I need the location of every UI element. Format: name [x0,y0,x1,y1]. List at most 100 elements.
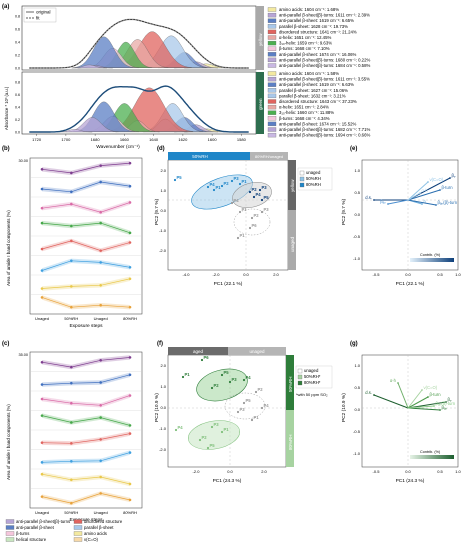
panel-a-top-legend-swatch [267,52,277,57]
panel-c-point [70,365,73,369]
panel-f-point-label: P2 [202,435,208,440]
panel-d-point-label: P2 [254,213,260,218]
panel-e-vector-tip [439,189,441,191]
panel-a-bottom-legend-swatch [267,71,277,76]
panel-c-row-band [42,450,130,465]
panel-d-ylabel: PC2 (9.7 %) [154,198,160,225]
panel-f-point [236,410,240,414]
panel-a-top-band-peaks [71,31,229,69]
panel-b-point [70,239,73,243]
panel-f-legend-entry: unaged [304,368,319,373]
panel-a-xtick-label: 1580 [237,137,247,142]
panel-d-band-top2 [250,152,288,160]
panel-a-bottom-legend-entry: α-helix: 1651 cm⁻¹: 2.84% [279,105,329,110]
panel-c-xtick-label: 80%RH [123,510,137,515]
panel-d-ytick-label: 0.0 [160,208,166,213]
panel-a-bottom-ytick-label: 0.8 [15,81,20,85]
bottom-legend-entry: anti-parallel β-sheet [16,525,55,530]
panel-d-legend-swatch [299,182,305,188]
panel-c-row-line [41,452,131,463]
panel-d-point [258,188,262,192]
panel-c-xtick-label: Unaged [35,510,49,515]
panel-a-top-legend-swatch [267,35,277,40]
panel-c-point [70,442,73,445]
panel-b-point [40,247,44,251]
panel-c-point [40,472,44,476]
panel-a-top-legend-entry: anti-parallel β-sheet(β)-turns: 1680 cm⁻… [279,57,370,62]
panel-d-pca-score-plot: 50%RH 80%RH/unaged yellow unaged P5P4P1P… [154,152,333,287]
panel-f-point-label: P1 [224,427,230,432]
panel-e-vectors: d.s. βₐₚ βₚ β-turn ν(C=O) h βₐₚ(β)-turn α-h [365,173,458,206]
bottom-legend-swatch [73,531,83,536]
panel-a-bottom-legend-entry: β-turns: 1668 cm⁻¹: 4.34% [279,116,330,121]
panel-g-vector-tip [433,405,435,407]
panel-a-spectra: yellow original fit green Absorbance * 1… [4,5,370,150]
panel-f-point-label: P2 [214,383,220,388]
panel-e-vector-tip [373,199,375,201]
panel-d-point-label: P2 [252,187,258,192]
panel-g-vector-tip [421,389,423,391]
panel-b-point [70,190,73,194]
panel-b-ylabel: Area of amide I band components (%) [6,210,11,286]
panel-a-xtick-label: 1660 [120,137,130,142]
bottom-legend-swatch [5,519,15,524]
panel-c-point [99,381,102,384]
panel-c-top-tick: 35.00 [18,353,28,357]
panel-e-vector-label: h [424,199,427,204]
panel-b-point [40,296,44,299]
panel-f-ticks: -2.0 0.0 2.0 2.0 1.0 0.0 -1.0 -2.0 [159,363,267,474]
panel-f-point [174,428,178,432]
panel-a-bottom-legend-swatch [267,110,277,115]
panel-g-vector-label: βₐₚ(β)-turn [436,401,456,406]
panel-b-point [70,259,73,263]
panel-a-top-legend-entry: parallel β-sheet: 1628 cm⁻¹: 19.73% [279,24,348,29]
panel-g-vector [407,389,423,409]
panel-d-xtick-label: -4.0 [183,272,191,277]
panel-a-top-legend-swatch [267,12,277,18]
panel-b-point [99,180,102,184]
panel-d-xtick-label: 0.0 [243,272,249,277]
panel-f-ylabel: PC2 (10.9 %) [154,393,160,422]
panel-a-bottom-legend-swatch [267,82,277,87]
panel-b-point [40,221,44,225]
panel-c-trend-plot: 35.00 Unaged 50%RH Unaged 80%RH Exposure step… [6,351,143,523]
panel-d-point [212,188,216,192]
panel-c-row-line [41,433,131,444]
bottom-legend-entry: helical structure [16,537,47,542]
panel-b-row-line [41,297,131,308]
panel-e-colorbar-label: Contrib. (%) [420,253,441,257]
panel-e-vector-tip [421,203,423,205]
panel-g-ylabel: PC2 (10.9 %) [341,393,347,422]
panel-d-point [260,210,264,214]
panel-e-vector-label: d.s. [365,195,372,200]
panel-d-xtick-label: -2.0 [213,272,221,277]
panel-d-point-label: P2 [224,181,230,186]
panel-f-point-label: P3 [214,422,220,427]
panel-e-vector-tip [427,181,429,183]
panel-a-bottom-peak-11 [57,129,93,133]
panel-d-frame [167,159,289,271]
panel-e-loading-plot: d.s. βₐₚ βₚ β-turn ν(C=O) h βₐₚ(β)-turn α-h Con… [341,159,462,287]
panel-f-frame [167,354,287,468]
panel-c-point [40,461,44,464]
panel-d-ellipse-50rh [191,174,253,210]
panel-d-ytick-label: 1.0 [160,188,166,193]
panel-d-legend-box [297,167,333,191]
panel-a-bottom-ytick-label: 0.0 [15,131,20,135]
panel-d-band-right-bottom-label: unaged [290,236,295,252]
panel-f-xtick-label: 2.0 [261,469,267,474]
panel-c-xlabel: Exposure steps [69,517,103,523]
panel-d-point-label: P4 [256,192,262,197]
panel-a-top-legend-entry: 3₁₀-helix: 1659 cm⁻¹: 9.63% [279,41,332,46]
panel-b-point [70,224,73,228]
panel-c-row-line [41,374,131,385]
panel-f-ytick-label: -1.0 [159,426,167,431]
bottom-band-legend: anti-parallel β-sheet(β)-turns disordered… [5,519,123,542]
panel-a-side-band-top [256,6,264,70]
panel-g-vector-label: βₐₚ [442,405,448,410]
panel-b-xtick-label: Unaged [94,316,108,321]
panel-g-vector-label: ν(C=O) [424,385,438,390]
panel-g-xtick-label: 0.5 [437,469,443,474]
